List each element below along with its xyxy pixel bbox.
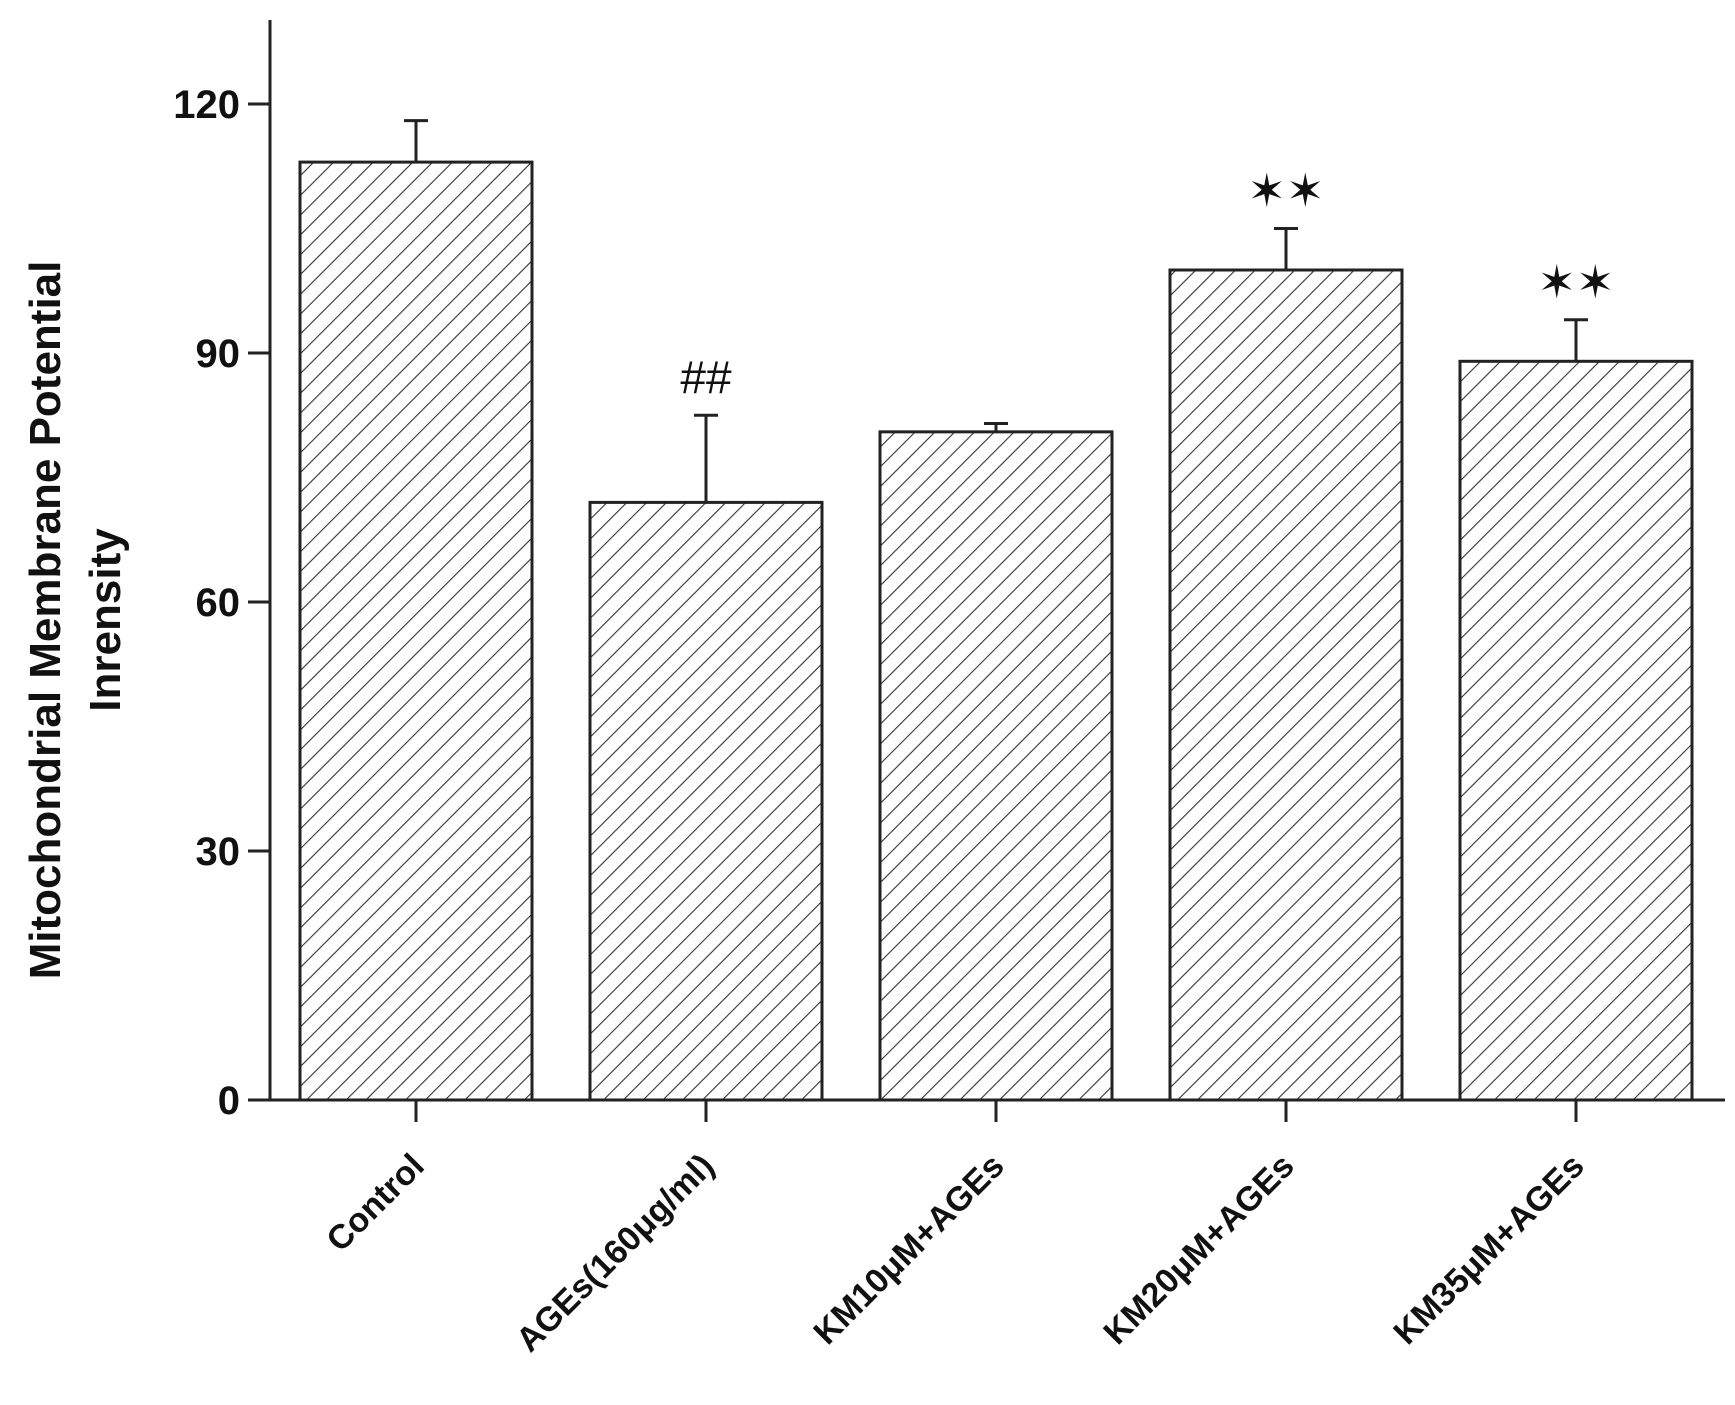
y-tick-label-5: 120 xyxy=(173,83,240,127)
bar-4 xyxy=(1168,268,1404,1102)
y-tick-label-4: 90 xyxy=(196,332,241,376)
x-tick-label-1: Control xyxy=(319,1147,431,1259)
x-tick-label-4: KM20μM+AGEs xyxy=(1096,1147,1301,1352)
y-axis-label-line-1: Mitochondrial Membrane Potential xyxy=(21,261,70,980)
bar-2 xyxy=(588,500,824,1102)
y-tick-label-3: 60 xyxy=(196,581,241,625)
x-tick-label-2: AGEs(160μg/ml) xyxy=(509,1147,722,1360)
significance-annotation-2: ## xyxy=(680,351,732,403)
y-tick-label-1: 0 xyxy=(218,1079,240,1123)
bar-3 xyxy=(878,430,1114,1102)
x-tick-label-3: KM10μM+AGEs xyxy=(806,1147,1011,1352)
x-tick-label-5: KM35μM+AGEs xyxy=(1386,1147,1591,1352)
significance-annotation-5: ✶✶ xyxy=(1537,256,1614,308)
y-tick-label-2: 30 xyxy=(196,830,241,874)
bars-layer xyxy=(298,119,1694,1102)
y-axis-label-line-2: Inrensity xyxy=(81,528,130,712)
axes-layer xyxy=(248,20,1725,1122)
bar-1 xyxy=(298,160,534,1102)
significance-annotation-4: ✶✶ xyxy=(1247,165,1324,217)
bar-5 xyxy=(1458,359,1694,1102)
